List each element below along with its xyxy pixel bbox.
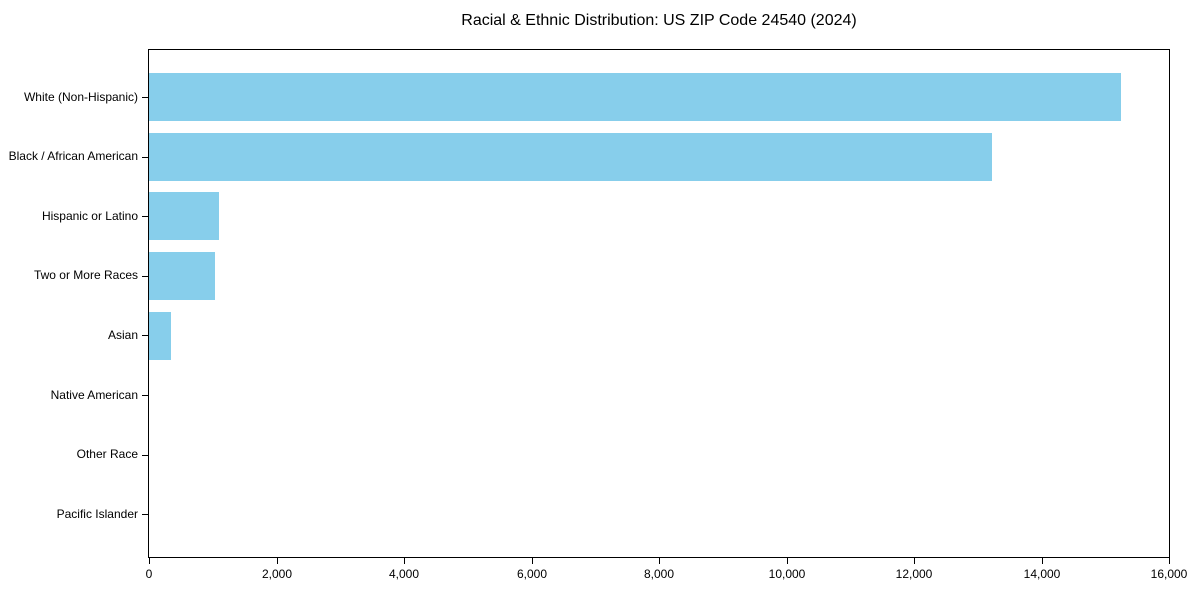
y-tick-label-pacific-islander: Pacific Islander — [56, 507, 138, 521]
x-tick-mark — [532, 558, 533, 564]
x-tick-mark — [914, 558, 915, 564]
x-tick-mark — [1042, 558, 1043, 564]
y-tick-mark — [142, 97, 148, 98]
x-tick-label: 2,000 — [261, 567, 293, 581]
x-tick-mark — [404, 558, 405, 564]
bar-white-non-hispanic — [149, 73, 1121, 121]
y-tick-mark — [142, 335, 148, 336]
y-tick-mark — [142, 276, 148, 277]
y-tick-label-other-race: Other Race — [76, 447, 138, 461]
bar-asian — [149, 312, 171, 360]
x-tick-label: 0 — [145, 567, 153, 581]
y-tick-mark — [142, 395, 148, 396]
x-tick-label: 16,000 — [1150, 567, 1188, 581]
x-tick-label: 14,000 — [1023, 567, 1061, 581]
y-tick-mark — [142, 216, 148, 217]
x-tick-mark — [277, 558, 278, 564]
y-tick-mark — [142, 157, 148, 158]
y-tick-label-native-american: Native American — [50, 388, 138, 402]
x-tick-label: 12,000 — [895, 567, 933, 581]
x-tick-mark — [149, 558, 150, 564]
x-tick-mark — [787, 558, 788, 564]
x-tick-label: 6,000 — [516, 567, 548, 581]
y-tick-mark — [142, 455, 148, 456]
bar-black-african-american — [149, 133, 992, 181]
y-tick-label-black-african-american: Black / African American — [8, 149, 138, 163]
x-tick-mark — [1169, 558, 1170, 564]
x-tick-label: 10,000 — [768, 567, 806, 581]
y-tick-label-hispanic-or-latino: Hispanic or Latino — [41, 209, 138, 223]
x-tick-label: 4,000 — [388, 567, 420, 581]
y-tick-label-white-non-hispanic: White (Non-Hispanic) — [23, 90, 138, 104]
bar-hispanic-or-latino — [149, 192, 219, 240]
chart-title: Racial & Ethnic Distribution: US ZIP Cod… — [461, 12, 857, 29]
x-tick-mark — [659, 558, 660, 564]
x-tick-label: 8,000 — [643, 567, 675, 581]
y-tick-mark — [142, 514, 148, 515]
y-tick-label-asian: Asian — [107, 328, 138, 342]
bar-two-or-more-races — [149, 252, 215, 300]
y-tick-label-two-or-more-races: Two or More Races — [33, 268, 138, 282]
plot-area — [148, 49, 1170, 558]
